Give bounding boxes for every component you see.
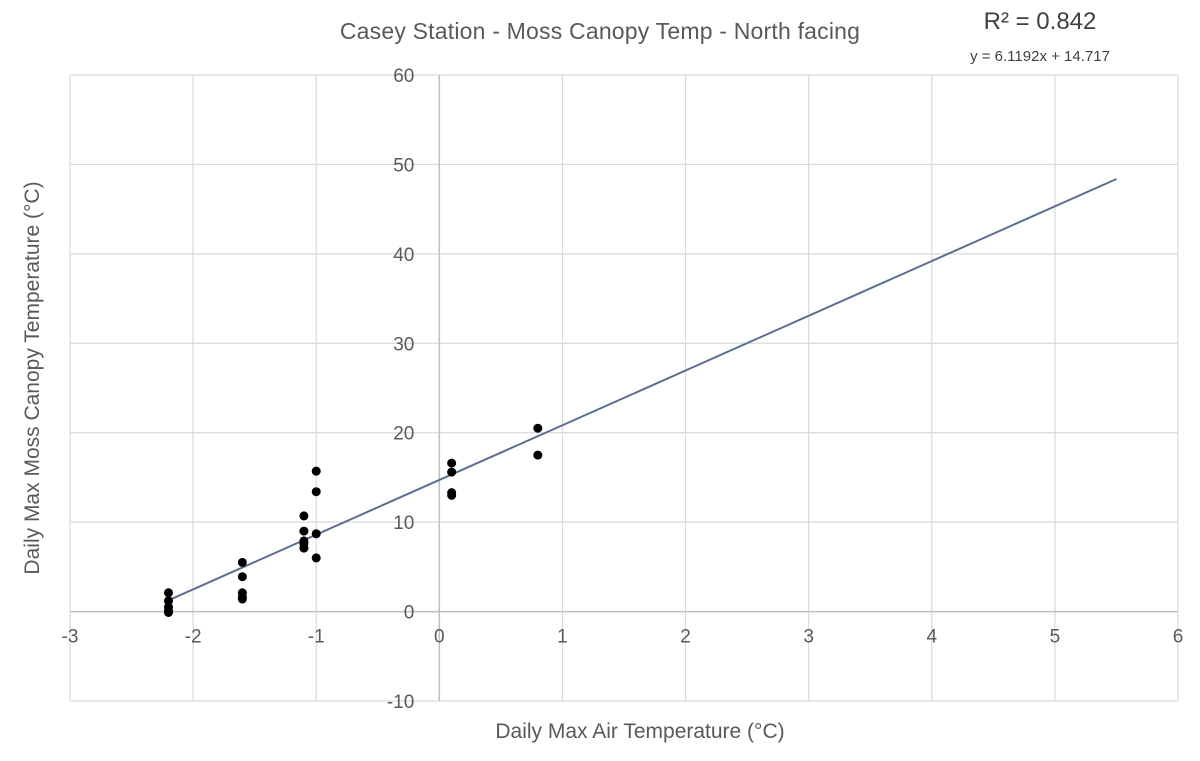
- grid-lines: [69, 74, 1179, 702]
- y-tick-label: 50: [393, 155, 414, 176]
- data-point: [311, 553, 321, 563]
- y-tick-label: 40: [393, 245, 414, 266]
- trendline: [168, 178, 1117, 602]
- data-point: [447, 458, 457, 468]
- x-tick-label: -3: [62, 627, 79, 648]
- x-tick-label: 3: [803, 627, 814, 648]
- data-points: [163, 423, 543, 617]
- y-tick-label: -10: [387, 692, 414, 713]
- data-point: [311, 487, 321, 497]
- data-point: [311, 466, 321, 476]
- data-point: [299, 511, 309, 521]
- y-axis-label: Daily Max Moss Canopy Temperature (°C): [21, 181, 44, 575]
- x-tick-label: 2: [680, 627, 691, 648]
- data-point: [237, 572, 247, 582]
- data-point: [299, 543, 309, 553]
- x-tick-label: -2: [185, 627, 202, 648]
- y-tick-label: 20: [393, 424, 414, 445]
- x-tick-label: 0: [434, 627, 445, 648]
- data-point: [533, 450, 543, 460]
- data-point: [163, 588, 173, 598]
- data-point: [163, 607, 173, 617]
- data-point: [237, 594, 247, 604]
- y-tick-label: 30: [393, 334, 414, 355]
- y-tick-label: 10: [393, 513, 414, 534]
- trendline-layer: [168, 178, 1117, 602]
- x-tick-label: 5: [1050, 627, 1061, 648]
- x-tick-label: 1: [557, 627, 568, 648]
- x-tick-label: 4: [926, 627, 937, 648]
- r-squared-label: R² = 0.842: [983, 8, 1097, 35]
- data-point: [237, 557, 247, 567]
- data-point: [447, 490, 457, 500]
- trendline-equation-label: y = 6.1192x + 14.717: [970, 48, 1110, 65]
- x-axis-label: Daily Max Air Temperature (°C): [495, 720, 785, 743]
- y-tick-label: 0: [404, 603, 415, 624]
- data-point: [533, 423, 543, 433]
- data-point: [299, 526, 309, 536]
- axes: [70, 75, 1178, 701]
- data-point: [163, 596, 173, 606]
- x-tick-label: -1: [308, 627, 325, 648]
- chart-title: Casey Station - Moss Canopy Temp - North…: [339, 18, 861, 44]
- x-tick-label: 6: [1173, 627, 1184, 648]
- y-tick-label: 60: [393, 66, 414, 87]
- data-point: [447, 467, 457, 477]
- data-point: [311, 529, 321, 539]
